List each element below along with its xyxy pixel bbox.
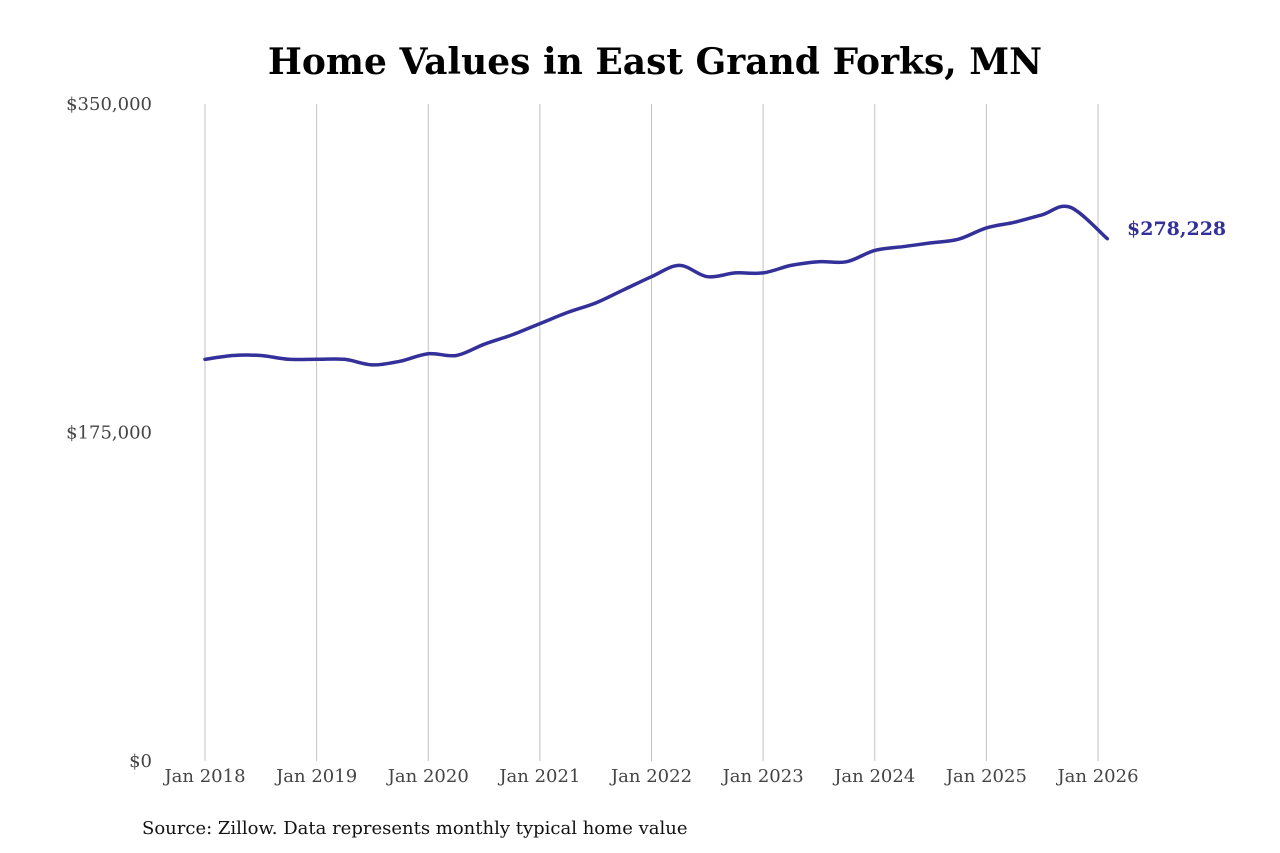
series-line: [203, 204, 1110, 367]
y-tick-label: $0: [129, 751, 152, 772]
x-tick-label: Jan 2018: [162, 766, 245, 787]
series-layer: [203, 204, 1110, 367]
x-tick-label: Jan 2023: [721, 766, 804, 787]
x-tick-label: Jan 2026: [1055, 766, 1138, 787]
x-tick-label: Jan 2021: [497, 766, 580, 787]
y-tick-label: $175,000: [66, 423, 152, 444]
x-tick-label: Jan 2022: [609, 766, 692, 787]
x-tick-label: Jan 2020: [386, 766, 469, 787]
source-note: Source: Zillow. Data represents monthly …: [142, 818, 688, 839]
x-axis-ticks: Jan 2018 Jan 2019 Jan 2020 Jan 2021 Jan 2022…: [162, 766, 1138, 787]
x-tick-label: Jan 2025: [944, 766, 1027, 787]
y-tick-label: $350,000: [66, 94, 152, 115]
end-value-label: $278,228: [1127, 218, 1226, 240]
y-axis-ticks: $0 $175,000 $350,000: [66, 94, 152, 772]
x-tick-label: Jan 2024: [832, 766, 915, 787]
chart-title: Home Values in East Grand Forks, MN: [268, 41, 1042, 83]
gridlines: [204, 104, 1099, 761]
x-tick-label: Jan 2019: [274, 766, 357, 787]
